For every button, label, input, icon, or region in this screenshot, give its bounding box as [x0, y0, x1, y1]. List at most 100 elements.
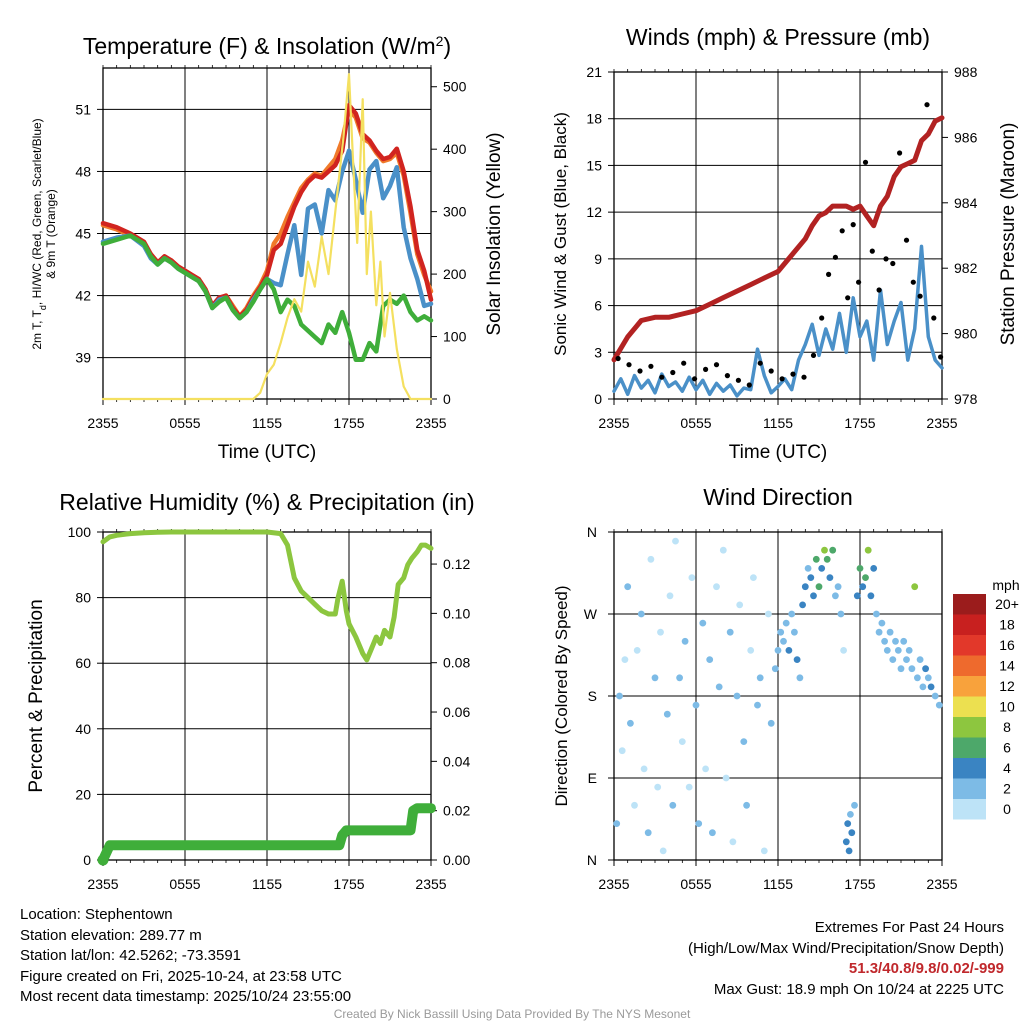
station-location: Location: Stephentown — [20, 906, 173, 923]
wind-gust-point — [856, 279, 862, 285]
wind-gust-point — [883, 256, 889, 262]
dir-point — [881, 637, 888, 645]
rh-xtick-label: 1755 — [333, 876, 364, 892]
dir-point — [613, 820, 621, 827]
dir-point — [821, 546, 828, 554]
dir-point — [837, 610, 845, 618]
dir-ytick-label: S — [588, 688, 597, 704]
wind-gust-point — [692, 376, 698, 382]
rh-y2tick-label: 0.02 — [443, 803, 470, 819]
wind-series-station-pressure — [611, 115, 945, 363]
dir-point — [900, 637, 908, 645]
dir-point — [688, 574, 696, 581]
dir-ytick-label: E — [588, 770, 597, 786]
dir-point — [672, 537, 679, 545]
dir-point — [894, 647, 902, 654]
extremes-panel: Extremes For Past 24 Hours (High/Low/Max… — [688, 918, 1004, 1000]
temp-xtick-label: 1155 — [252, 415, 282, 431]
rh-y2tick-label: 0.12 — [443, 556, 470, 572]
wind-gust-point — [897, 150, 903, 156]
wind-gust-point — [826, 271, 832, 277]
dir-point — [815, 583, 823, 591]
credit-line: Created By Nick Bassill Using Data Provi… — [333, 1007, 691, 1021]
wind-gust-point — [703, 366, 709, 372]
dir-point — [719, 546, 727, 554]
dir-xtick-label: 1755 — [844, 876, 875, 892]
dir-point — [669, 801, 677, 809]
legend-label: 2 — [1003, 781, 1011, 797]
legend-label: 18 — [999, 617, 1015, 633]
dir-point — [722, 774, 730, 782]
wind-y2tick-label: 978 — [954, 391, 978, 407]
wind-ytick-label: 6 — [594, 298, 602, 314]
rh-ytick-label: 100 — [68, 524, 92, 540]
legend-swatch — [953, 676, 986, 697]
wind-gust-point — [910, 279, 916, 285]
dir-point — [829, 546, 837, 554]
temp-ytick-label: 48 — [75, 163, 91, 179]
dir-point — [791, 628, 798, 636]
legend-swatch — [953, 635, 986, 656]
dir-point — [922, 665, 929, 673]
rh-series-relative-humidity — [100, 529, 434, 663]
dir-point — [924, 674, 932, 682]
rh-ytick-label: 40 — [75, 721, 91, 737]
dir-point — [851, 801, 858, 809]
legend-label: 16 — [999, 637, 1015, 653]
dir-point — [873, 610, 880, 618]
temp-ytick-label: 45 — [75, 226, 91, 242]
wind-gust-point — [845, 295, 851, 301]
extremes-values: 51.3/40.8/9.8/0.02/-999 — [848, 960, 1004, 977]
dir-point — [810, 592, 817, 600]
wind-ytick-label: 3 — [594, 344, 602, 360]
wind-gust-point — [903, 237, 910, 243]
wind-y2tick-label: 980 — [954, 326, 978, 342]
dir-point — [886, 628, 894, 636]
wind-ylabel: Sonic Wind & Gust (Blue, Black) — [551, 112, 570, 356]
rh-y2tick-label: 0.00 — [443, 852, 470, 868]
dir-point — [875, 628, 883, 636]
legend-label: 0 — [1003, 801, 1011, 817]
dir-point — [908, 665, 916, 673]
wind-gust-point — [917, 293, 923, 299]
rh-y2tick-label: 0.06 — [443, 704, 470, 720]
dir-point — [616, 692, 623, 700]
wind-ytick-label: 21 — [586, 64, 602, 80]
temp-y2tick-label: 200 — [443, 266, 467, 282]
rh-yaxis-right: 0.00 0.02 0.04 0.06 0.08 0.10 0.12 — [431, 556, 470, 868]
wind-ytick-label: 0 — [594, 391, 602, 407]
wind-xtick-label: 1155 — [763, 415, 793, 431]
temp-y2label: Solar Insolation (Yellow) — [484, 132, 505, 335]
dir-point — [695, 820, 703, 827]
dir-point — [862, 574, 869, 581]
temp-y2tick-label: 0 — [443, 391, 451, 407]
legend-label: 4 — [1003, 760, 1011, 776]
temp-xtick-label: 2355 — [87, 415, 118, 431]
dir-point — [812, 555, 820, 563]
dir-point — [681, 637, 689, 645]
dir-point — [740, 738, 748, 745]
wind-gust-point — [615, 355, 621, 362]
legend-title: mph — [992, 577, 1019, 593]
wind-gust-point — [869, 248, 875, 254]
legend-swatch — [953, 594, 986, 615]
extremes-subtitle: (High/Low/Max Wind/Precipitation/Snow De… — [688, 939, 1004, 957]
dir-point — [750, 574, 757, 581]
dir-point — [618, 747, 626, 755]
dir-point — [637, 610, 645, 618]
dir-point — [897, 665, 905, 673]
rh-xtick-label: 0555 — [169, 876, 200, 892]
dir-point — [621, 656, 629, 663]
wind-gust-point — [790, 371, 796, 377]
dir-point — [640, 765, 648, 773]
wind-gust-point — [757, 360, 763, 366]
wind-gust-point — [801, 374, 807, 380]
temp-y2tick-label: 500 — [443, 79, 467, 95]
wind-gust-point — [779, 376, 785, 382]
dir-title: Wind Direction — [703, 484, 853, 510]
dir-point — [651, 674, 659, 682]
temp-y2tick-label: 400 — [443, 141, 467, 157]
dir-point — [743, 801, 750, 809]
temp-xtick-label: 2355 — [415, 415, 446, 431]
wind-gust-point — [839, 228, 845, 234]
